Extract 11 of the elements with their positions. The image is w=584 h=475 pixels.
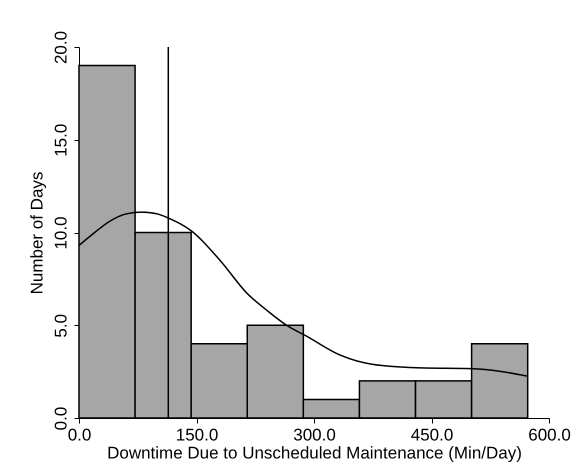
y-tick-label: 15.0 — [52, 124, 70, 157]
x-tick-label: 450.0 — [410, 426, 454, 444]
x-axis-title: Downtime Due to Unscheduled Maintenance (Min/Day) — [107, 444, 522, 462]
x-tick-label: 300.0 — [293, 426, 336, 444]
y-tick-label: 5.0 — [52, 314, 70, 338]
y-tick-label: 10.0 — [52, 216, 70, 250]
y-axis-title: Number of Days — [28, 172, 46, 294]
x-tick-label: 600.0 — [528, 426, 571, 444]
x-tick-label: 0.0 — [68, 426, 92, 444]
y-tick-label: 20.0 — [52, 30, 70, 64]
x-tick-label: 150.0 — [176, 426, 218, 444]
